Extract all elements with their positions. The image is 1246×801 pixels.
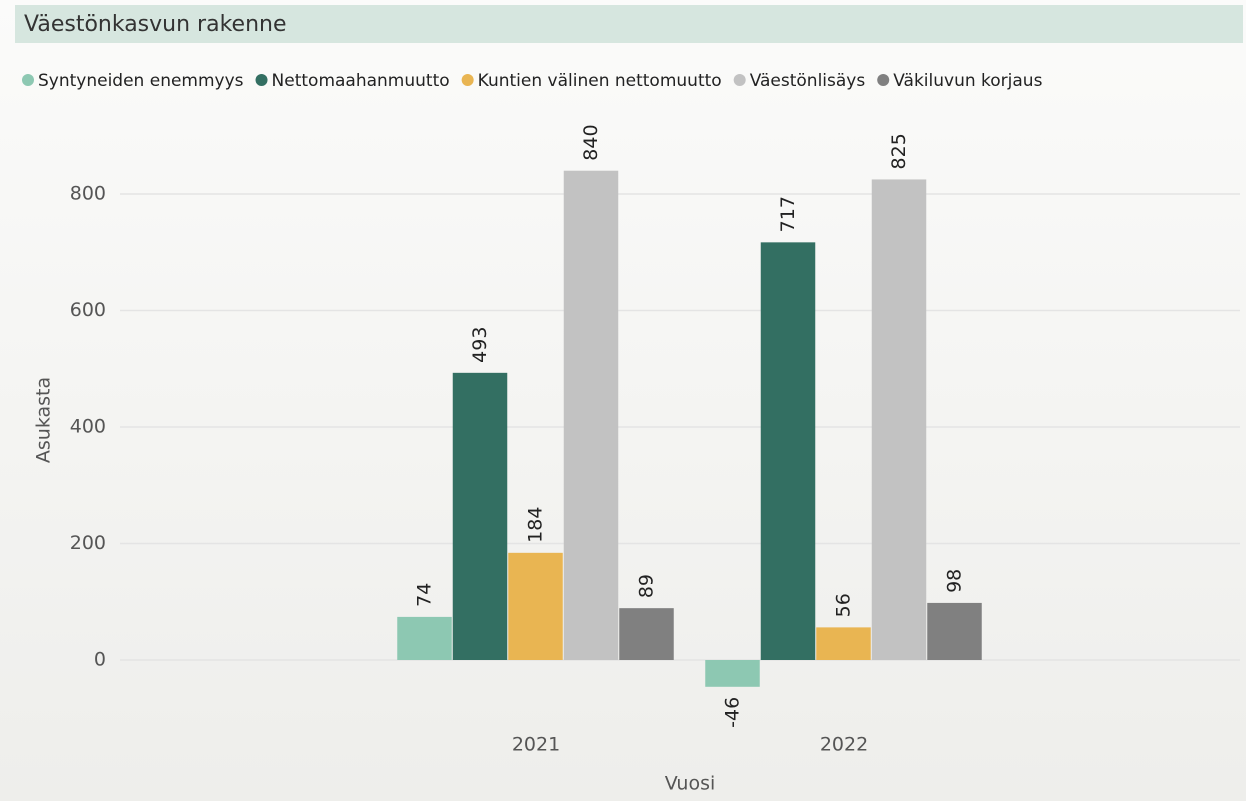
bar: [927, 603, 982, 660]
data-label: -46: [722, 697, 744, 728]
bar: [453, 373, 508, 660]
y-tick-label: 400: [70, 416, 106, 438]
legend-label: Syntyneiden enemmyys: [38, 71, 244, 91]
bar: [397, 617, 452, 660]
legend-label: Väestönlisäys: [750, 71, 866, 91]
bar: [705, 660, 760, 687]
chart-title: Väestönkasvun rakenne: [24, 12, 287, 37]
legend-marker: [734, 74, 746, 86]
x-axis-title: Vuosi: [665, 773, 716, 795]
data-label: 184: [525, 507, 547, 543]
legend-marker: [877, 74, 889, 86]
bar: [508, 553, 563, 660]
x-tick-label: 2021: [512, 734, 560, 756]
bar: [816, 627, 871, 660]
legend-label: Nettomaahanmuutto: [272, 71, 450, 91]
data-label: 56: [833, 593, 855, 617]
x-tick-label: 2022: [820, 734, 868, 756]
legend-label: Kuntien välinen nettomuutto: [478, 71, 722, 91]
data-label: 98: [944, 569, 966, 593]
data-label: 89: [636, 574, 658, 598]
y-tick-label: 800: [70, 183, 106, 205]
chart: Väestönkasvun rakenne Asukasta Vuosi Syn…: [0, 0, 1246, 801]
bar: [564, 171, 619, 660]
y-axis-title: Asukasta: [33, 377, 55, 463]
data-label: 493: [469, 327, 491, 363]
page: Väestönkasvun rakenne Asukasta Vuosi Syn…: [0, 0, 1246, 801]
background: [0, 0, 1246, 801]
bar: [761, 242, 816, 660]
data-label: 825: [888, 133, 910, 169]
y-tick-label: 200: [70, 532, 106, 554]
bar: [619, 608, 674, 660]
y-tick-label: 600: [70, 299, 106, 321]
legend-marker: [22, 74, 34, 86]
legend-marker: [462, 74, 474, 86]
data-label: 840: [580, 124, 602, 160]
y-tick-label: 0: [94, 649, 106, 671]
legend-label: Väkiluvun korjaus: [893, 71, 1042, 91]
legend-marker: [256, 74, 268, 86]
data-label: 717: [777, 196, 799, 232]
data-label: 74: [414, 583, 436, 607]
bar: [872, 179, 927, 660]
